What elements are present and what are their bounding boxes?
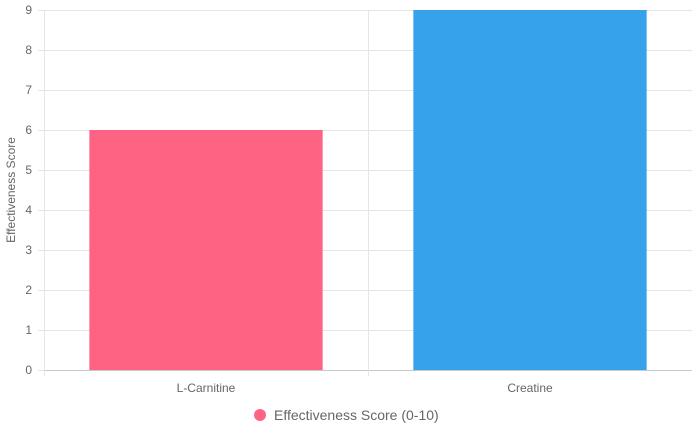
x-tick-label: L-Carnitine [177,381,236,395]
x-tick-label: Creatine [507,381,553,395]
y-tick-label: 0 [25,363,32,377]
y-axis-title: Effectiveness Score [4,137,18,243]
bar-creatine[interactable] [413,10,647,370]
bar-l-carnitine[interactable] [89,130,323,370]
legend[interactable]: Effectiveness Score (0-10) [254,407,439,423]
y-tick-label: 5 [25,163,32,177]
bars [89,10,647,370]
y-tick-label: 4 [25,203,32,217]
y-axis-ticks: 0 1 2 3 4 5 6 7 8 9 [25,3,44,377]
y-tick-label: 1 [25,323,32,337]
y-tick-label: 6 [25,123,32,137]
y-tick-label: 2 [25,283,32,297]
x-axis-ticks: L-Carnitine Creatine [177,381,553,395]
y-tick-label: 9 [25,3,32,17]
legend-label: Effectiveness Score (0-10) [274,407,439,423]
y-tick-label: 3 [25,243,32,257]
y-tick-label: 7 [25,83,32,97]
y-tick-label: 8 [25,43,32,57]
legend-marker [254,409,266,421]
